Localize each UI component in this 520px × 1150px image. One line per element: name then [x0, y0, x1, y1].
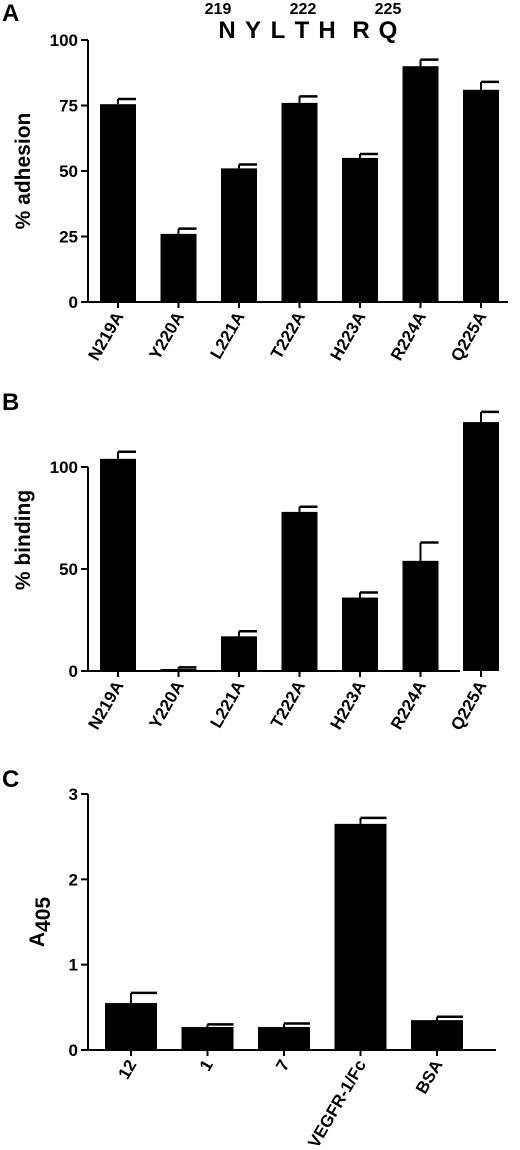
x-tick-label: Q225A: [447, 678, 490, 734]
x-tick-label: sP12: [515, 309, 520, 353]
bar: [402, 560, 439, 671]
chart-adhesion: 0 25 50 75 100 % adhesion N219A Y220A L221A T222A…: [12, 31, 520, 365]
bar: [411, 1020, 463, 1050]
sequence-letter: H: [318, 17, 335, 44]
sequence-letter: L: [271, 17, 286, 44]
bar: [100, 104, 136, 302]
bar: [181, 1026, 234, 1050]
sequence-letter: T: [295, 17, 310, 44]
bar: [342, 597, 378, 671]
sequence-letter: Q: [379, 17, 398, 44]
x-tick-label: 7: [272, 1057, 293, 1075]
bar: [463, 422, 499, 671]
bar: [402, 66, 439, 302]
x-tick-label: N219A: [85, 678, 128, 733]
bar: [258, 1026, 310, 1050]
bar: [221, 636, 257, 671]
bar: [334, 823, 387, 1050]
sequence-annotation: 219 222 225 N Y L T H R Q: [205, 1, 402, 44]
x-tick-label: Q225A: [447, 309, 490, 365]
bar: [160, 668, 197, 671]
sequence-number: 222: [290, 1, 317, 18]
y-axis-title: % adhesion: [12, 113, 35, 230]
y-axis-title: % binding: [12, 490, 35, 590]
bar: [100, 458, 136, 671]
sequence-letter: Y: [245, 17, 261, 44]
bar: [160, 233, 197, 302]
x-tick-label: R224A: [387, 309, 430, 364]
y-tick-label: 75: [59, 97, 78, 116]
x-tick-label: BSA: [412, 1057, 446, 1098]
bar: [463, 89, 499, 302]
bar: [342, 157, 378, 302]
panel-letter-c: C: [2, 766, 19, 793]
x-tick-label: Y220A: [146, 309, 188, 364]
y-axis-title: A405: [26, 897, 55, 948]
x-tick-label: 12: [115, 1057, 141, 1083]
panel-letter-a: A: [2, 0, 19, 27]
y-tick-label: 3: [69, 785, 78, 804]
x-tick-label: L221A: [206, 678, 248, 732]
y-tick-label: 100: [50, 458, 78, 477]
y-tick-label: 25: [59, 228, 78, 247]
y-tick-label: 2: [69, 870, 78, 889]
y-tick-label: 0: [69, 662, 78, 681]
y-tick-label: 0: [69, 1041, 78, 1060]
bar: [105, 1003, 157, 1050]
x-tick-label: T222A: [267, 309, 309, 363]
sequence-letter: R: [352, 17, 369, 44]
y-tick-label: 50: [59, 560, 78, 579]
bar: [281, 102, 318, 302]
sequence-number: 225: [375, 1, 402, 18]
x-tick-label: R224A: [387, 678, 430, 733]
x-tick-label: T222A: [267, 678, 309, 732]
sequence-number: 219: [205, 1, 232, 18]
bar: [281, 511, 318, 671]
x-tick-label: sP12: [515, 678, 520, 722]
y-tick-label: 100: [50, 31, 78, 50]
bar: [221, 168, 257, 302]
axes: 0 25 50 75 100: [50, 31, 508, 312]
panel-letter-b: B: [2, 389, 19, 416]
x-tick-label: 1: [196, 1057, 217, 1075]
axes: 0 50 100: [50, 458, 460, 681]
chart-binding: 0 50 100 % binding N219A Y220A L221A T222A H223A…: [12, 410, 520, 734]
y-tick-label: 0: [69, 293, 78, 312]
x-tick-label: N219A: [85, 309, 128, 364]
x-tick-label: VEGFR-1/Fc: [304, 1057, 370, 1150]
x-tick-label: H223A: [327, 309, 370, 364]
y-tick-label: 50: [59, 162, 78, 181]
x-tick-label: L221A: [206, 309, 248, 363]
x-tick-label: Y220A: [146, 678, 188, 733]
y-tick-label: 1: [69, 956, 78, 975]
sequence-letter: N: [218, 17, 235, 44]
x-tick-label: H223A: [327, 678, 370, 733]
